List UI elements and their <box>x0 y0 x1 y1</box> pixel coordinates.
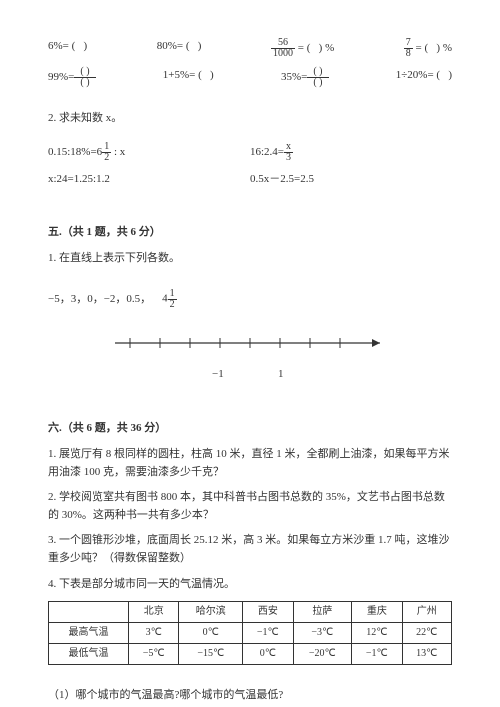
text: = ( <box>413 42 428 54</box>
eq-row-1: 0.15:18%=6 1 2 : x 16:2.4= x 3 <box>48 142 452 163</box>
fraction-blank-icon: ( ) ( ) <box>74 67 95 88</box>
section-5-title: 五.（共 1 题，共 6 分） <box>48 224 452 242</box>
cell: 0℃ <box>243 644 293 665</box>
eq2: 16:2.4= x 3 <box>250 142 293 163</box>
fraction-icon: 1 2 <box>168 289 177 310</box>
text: 99%= <box>48 71 74 83</box>
text: ) % <box>319 42 335 54</box>
text: 35%= <box>281 71 307 83</box>
expr-7-8: 7 8 = ( ) % <box>404 38 452 59</box>
th-city: 重庆 <box>352 602 402 623</box>
cell: −3℃ <box>293 623 352 644</box>
cell: −20℃ <box>293 644 352 665</box>
row-label: 最低气温 <box>49 644 129 665</box>
percent-row-2: 99%= ( ) ( ) 1+5%= ( ) 35%= ( ) ( ) 1÷20… <box>48 67 452 88</box>
number-line-svg <box>110 328 390 368</box>
fraction-icon: 7 8 <box>404 38 413 59</box>
expr-1div20pct: 1÷20%= ( ) <box>396 67 452 88</box>
denominator: 2 <box>168 300 177 310</box>
denominator: 3 <box>284 153 293 163</box>
text: = ( <box>295 42 310 54</box>
th-city: 哈尔滨 <box>179 602 243 623</box>
text: ) <box>84 40 88 52</box>
expr-6pct: 6%= ( ) <box>48 38 87 59</box>
text: 1÷20%= ( <box>396 69 440 81</box>
denominator: ( ) <box>74 78 95 88</box>
denominator: 8 <box>404 49 413 59</box>
cell: −5℃ <box>129 644 179 665</box>
denominator: ( ) <box>307 78 328 88</box>
cell: 13℃ <box>402 644 451 665</box>
th-city: 北京 <box>129 602 179 623</box>
cell: 0℃ <box>179 623 243 644</box>
text: ) <box>448 69 452 81</box>
text: ) % <box>436 42 452 54</box>
table-header-row: 北京 哈尔滨 西安 拉萨 重庆 广州 <box>49 602 452 623</box>
cell: 12℃ <box>352 623 402 644</box>
sec5-q1: 1. 在直线上表示下列各数。 <box>48 250 452 268</box>
fraction-icon: 56 1000 <box>271 38 295 59</box>
table-row-low: 最低气温 −5℃ −15℃ 0℃ −20℃ −1℃ 13℃ <box>49 644 452 665</box>
eq3: x:24=1.25:1.2 <box>48 171 250 189</box>
temperature-table: 北京 哈尔滨 西安 拉萨 重庆 广州 最高气温 3℃ 0℃ −1℃ −3℃ 12… <box>48 601 452 665</box>
denominator: 1000 <box>271 49 295 59</box>
cell: −1℃ <box>352 644 402 665</box>
text: ) <box>210 69 214 81</box>
th-city: 西安 <box>243 602 293 623</box>
sec6-sub1: （1）哪个城市的气温最高?哪个城市的气温最低? <box>48 687 452 705</box>
cell: 22℃ <box>402 623 451 644</box>
numbers-text: −5，3，0，−2，0.5， <box>48 293 151 305</box>
numerator: x <box>284 142 293 153</box>
number-list: −5，3，0，−2，0.5， 4 1 2 <box>48 289 452 310</box>
expr-80pct: 80%= ( ) <box>157 38 202 59</box>
numerator: 1 <box>102 142 111 153</box>
text: 0.15:18%=6 <box>48 146 102 158</box>
sec6-q2: 2. 学校阅览室共有图书 800 本，其中科普书占图书总数的 35%，文艺书占图… <box>48 489 452 524</box>
text: 1+5%= ( <box>163 69 202 81</box>
q2-title: 2. 求未知数 x。 <box>48 110 452 128</box>
mixed-number: 4 1 2 <box>162 289 177 310</box>
section-6-title: 六.（共 6 题，共 36 分） <box>48 420 452 438</box>
tick-pos1: 1 <box>278 366 284 384</box>
text: : x <box>111 146 125 158</box>
sec6-q4: 4. 下表是部分城市同一天的气温情况。 <box>48 576 452 594</box>
expr-56-1000: 56 1000 = ( ) % <box>271 38 334 59</box>
cell: −15℃ <box>179 644 243 665</box>
text: ) <box>198 40 202 52</box>
fraction-icon: x 3 <box>284 142 293 163</box>
percent-row-1: 6%= ( ) 80%= ( ) 56 1000 = ( ) % 7 8 = (… <box>48 38 452 59</box>
sec6-q3: 3. 一个圆锥形沙堆，底面周长 25.12 米，高 3 米。如果每立方米沙重 1… <box>48 532 452 567</box>
fraction-blank-icon: ( ) ( ) <box>307 67 328 88</box>
cell: 3℃ <box>129 623 179 644</box>
expr-99pct: 99%= ( ) ( ) <box>48 67 96 88</box>
expr-1plus5pct: 1+5%= ( ) <box>163 67 214 88</box>
th-blank <box>49 602 129 623</box>
table-row-high: 最高气温 3℃ 0℃ −1℃ −3℃ 12℃ 22℃ <box>49 623 452 644</box>
row-label: 最高气温 <box>49 623 129 644</box>
number-line: −1 1 <box>48 328 452 382</box>
eq1: 0.15:18%=6 1 2 : x <box>48 142 250 163</box>
th-city: 拉萨 <box>293 602 352 623</box>
text: 80%= ( <box>157 40 190 52</box>
th-city: 广州 <box>402 602 451 623</box>
expr-35pct: 35%= ( ) ( ) <box>281 67 329 88</box>
sec6-q1: 1. 展览厅有 8 根同样的圆柱，柱高 10 米，直径 1 米，全都刷上油漆，如… <box>48 446 452 481</box>
eq-row-2: x:24=1.25:1.2 0.5x－2.5=2.5 <box>48 171 452 189</box>
eq4: 0.5x－2.5=2.5 <box>250 171 314 189</box>
text: 6%= ( <box>48 40 75 52</box>
tick-neg1: −1 <box>212 366 224 384</box>
cell: −1℃ <box>243 623 293 644</box>
fraction-icon: 1 2 <box>102 142 111 163</box>
text: 16:2.4= <box>250 146 284 158</box>
denominator: 2 <box>102 153 111 163</box>
